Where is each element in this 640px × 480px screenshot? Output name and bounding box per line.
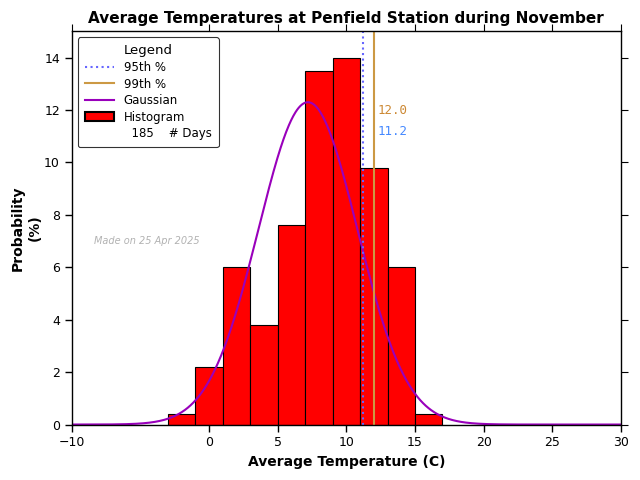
X-axis label: Average Temperature (C): Average Temperature (C)	[248, 455, 445, 469]
Bar	[333, 58, 360, 424]
Bar	[168, 414, 195, 424]
Bar	[278, 226, 305, 424]
Bar	[360, 168, 388, 424]
Bar	[388, 267, 415, 424]
Text: 12.0: 12.0	[377, 104, 407, 117]
Y-axis label: Probability
(%): Probability (%)	[11, 185, 42, 271]
Text: 11.2: 11.2	[377, 124, 407, 138]
Bar	[223, 267, 250, 424]
Bar	[305, 71, 333, 424]
Legend: 95th %, 99th %, Gaussian, Histogram,   185    # Days: 95th %, 99th %, Gaussian, Histogram, 185…	[77, 37, 219, 147]
Bar	[415, 414, 442, 424]
Text: Made on 25 Apr 2025: Made on 25 Apr 2025	[93, 236, 200, 246]
Bar	[195, 367, 223, 424]
Bar	[250, 325, 278, 424]
Title: Average Temperatures at Penfield Station during November: Average Temperatures at Penfield Station…	[88, 11, 604, 26]
